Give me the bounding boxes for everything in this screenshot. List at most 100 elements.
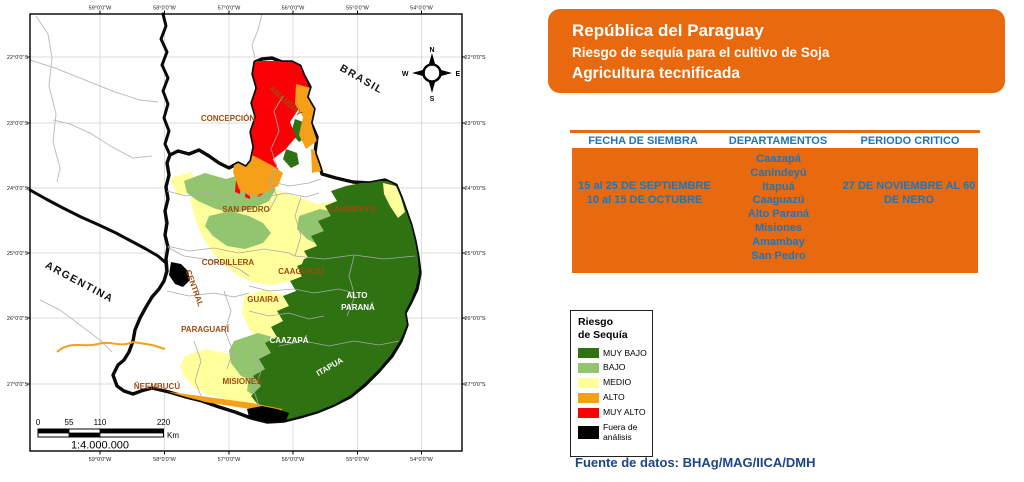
legend-box: Riesgo de Sequía MUY BAJO BAJO MEDIO ALTO MU… — [570, 310, 653, 457]
fecha-line: 15 al 25 DE SEPTIEMBRE — [578, 180, 711, 192]
departamento-item: Canindeyú — [750, 166, 807, 179]
latitude-label-left: 26°0'0"S — [7, 316, 28, 322]
column-header-departamentos: DEPARTAMENTOS — [728, 135, 828, 147]
longitude-label-top: 59°0'0"W — [89, 6, 112, 12]
planting-table-body: 15 al 25 DE SEPTIEMBRE 10 al 15 DE OCTUB… — [572, 148, 978, 273]
legend-swatch — [578, 392, 599, 403]
latitude-label-right: 25°0'0"S — [465, 251, 486, 257]
legend-title: Riesgo de Sequía — [578, 316, 648, 341]
compass-letter-w: W — [402, 71, 409, 78]
legend-label: MUY BAJO — [603, 347, 647, 358]
planting-table-header: FECHA DE SIEMBRA DEPARTAMENTOS PERIODO C… — [570, 135, 980, 147]
departamento-item: Caaguazú — [752, 194, 805, 207]
table-top-rule — [570, 130, 980, 133]
scalebar-ratio: 1:4.000.000 — [71, 440, 129, 452]
legend-swatch — [578, 348, 599, 359]
department-label-cordillera: CORDILLERA — [202, 258, 255, 267]
page-subtitle: Riesgo de sequía para el cultivo de Soja — [572, 45, 830, 60]
longitude-label-bottom: 56°0'0"W — [282, 457, 305, 463]
legend-title-line: Riesgo — [578, 316, 614, 328]
page-subtitle-2: Agricultura tecnificada — [572, 65, 740, 82]
compass-rose — [412, 53, 452, 93]
latitude-label-left: 22°0'0"S — [7, 55, 28, 61]
department-label-canindeyú: CANINDEYÚ — [328, 205, 376, 214]
country-label-brasil: BRASIL — [338, 62, 386, 96]
scalebar-tick-label: 0 — [36, 418, 41, 427]
departamento-item: Amambay — [752, 235, 805, 248]
compass-letter-s: S — [430, 96, 435, 103]
latitude-label-right: 27°0'0"S — [465, 382, 486, 388]
legend-label: MUY ALTO — [603, 406, 646, 417]
department-label-concepción: CONCEPCIÓN — [201, 114, 255, 123]
title-box: República del Paraguay Riesgo de sequía … — [548, 9, 1005, 93]
latitude-label-right: 23°0'0"S — [465, 121, 486, 127]
department-label-san-pedro: SAN PEDRO — [222, 205, 270, 214]
scalebar-tick-label: 110 — [94, 418, 107, 427]
department-label-alto: ALTO — [346, 291, 367, 300]
departamentos-cell: Caazapá Canindeyú Itapuá Caaguazú Alto Paran… — [717, 148, 840, 273]
departamento-item: Alto Paraná — [747, 208, 810, 221]
periodo-line: DE NERO — [883, 194, 935, 206]
longitude-label-bottom: 57°0'0"W — [218, 457, 241, 463]
scalebar-tick-label: 220 — [157, 418, 171, 427]
legend-item: MUY ALTO — [578, 405, 648, 420]
department-borders — [166, 95, 416, 407]
compass-letter-n: N — [429, 47, 434, 54]
legend-label: MEDIO — [603, 377, 632, 388]
legend-label: BAJO — [603, 362, 626, 373]
legend-item: MEDIO — [578, 376, 648, 391]
latitude-label-left: 24°0'0"S — [7, 186, 28, 192]
longitude-label-bottom: 59°0'0"W — [89, 457, 112, 463]
national-borders — [28, 12, 172, 273]
fecha-cell: 15 al 25 DE SEPTIEMBRE 10 al 15 DE OCTUB… — [572, 148, 717, 273]
column-header-periodo: PERIODO CRITICO — [860, 135, 960, 147]
legend-item: BAJO — [578, 361, 648, 376]
legend-swatch — [578, 363, 599, 374]
longitude-label-top: 54°0'0"W — [410, 6, 433, 12]
longitude-label-bottom: 58°0'0"W — [153, 457, 176, 463]
legend-swatch — [578, 426, 599, 440]
legend-items: MUY BAJO BAJO MEDIO ALTO MUY ALTO Fuera de an… — [578, 346, 648, 446]
latitude-label-left: 23°0'0"S — [7, 121, 28, 127]
longitude-label-bottom: 55°0'0"W — [346, 457, 369, 463]
page-title: República del Paraguay — [572, 21, 764, 40]
paraguay-map: 59°0'0"W 59°0'0"W 58°0'0"W 58°0'0"W 57°0'0"W… — [7, 6, 486, 464]
department-label-ñeembucú: ÑEEMBUCÚ — [134, 382, 180, 391]
department-label-guaira: GUAIRA — [247, 295, 279, 304]
scalebar-tick-label: 55 — [65, 418, 74, 427]
longitude-label-top: 58°0'0"W — [153, 6, 176, 12]
latitude-label-right: 26°0'0"S — [465, 316, 486, 322]
latitude-label-right: 24°0'0"S — [465, 186, 486, 192]
department-label-paraná: PARANÁ — [341, 303, 375, 312]
latitude-label-left: 27°0'0"S — [7, 382, 28, 388]
legend-item: ALTO — [578, 390, 648, 405]
source-note: Fuente de datos: BHAg/MAG/IICA/DMH — [575, 455, 816, 470]
legend-label: Fuera de análisis — [603, 422, 638, 442]
department-label-misiones: MISIONES — [222, 377, 262, 386]
departamento-item: San Pedro — [751, 249, 806, 262]
legend-item: Fuera de análisis — [578, 420, 648, 446]
scale-bar — [37, 428, 164, 438]
legend-item: MUY BAJO — [578, 346, 648, 361]
departamento-item: Caazapá — [756, 153, 801, 165]
longitude-label-top: 56°0'0"W — [282, 6, 305, 12]
neighbor-country-lines — [29, 13, 263, 353]
legend-title-line: de Sequía — [578, 328, 628, 341]
latitude-label-left: 25°0'0"S — [7, 251, 28, 257]
map-frame — [29, 13, 463, 452]
department-label-caaguazú: CAAGUAZÚ — [278, 267, 324, 276]
periodo-line: 27 DE NOVIEMBRE AL 60 — [842, 180, 976, 192]
longitude-label-top: 57°0'0"W — [218, 6, 241, 12]
asuncion-area — [169, 262, 190, 287]
periodo-cell: 27 DE NOVIEMBRE AL 60 DE NERO — [840, 148, 978, 273]
legend-label: ALTO — [603, 392, 625, 403]
country-label-argentina: ARGENTINA — [43, 259, 116, 305]
department-label-paraguarí: PARAGUARÍ — [181, 325, 230, 334]
latitude-label-right: 22°0'0"S — [465, 55, 486, 61]
legend-swatch — [578, 407, 599, 418]
longitude-label-bottom: 54°0'0"W — [410, 457, 433, 463]
scalebar-unit: Km — [167, 431, 179, 440]
longitude-label-top: 55°0'0"W — [346, 6, 369, 12]
column-header-fecha: FECHA DE SIEMBRA — [588, 135, 698, 147]
southwest-orange-line — [56, 340, 166, 353]
